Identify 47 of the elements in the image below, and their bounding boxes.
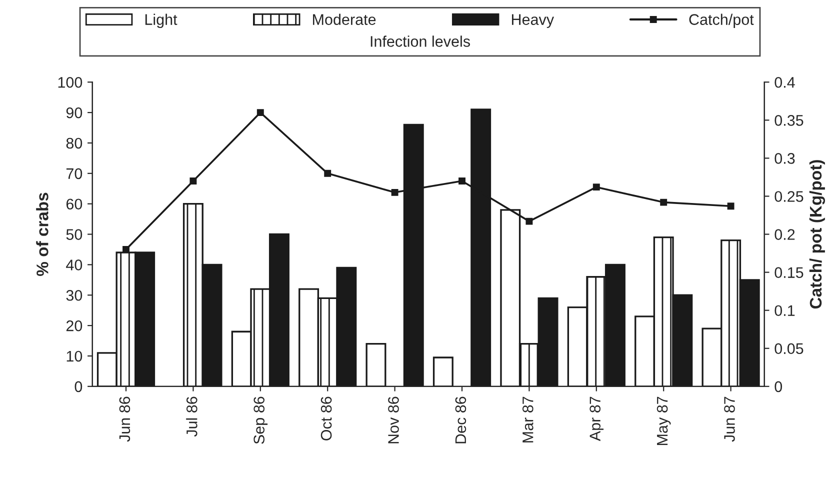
- point: [660, 198, 668, 206]
- point: [122, 246, 130, 253]
- y2-axis-title: Catch/ pot (Kg/pot): [809, 160, 826, 309]
- y2-tick-label: 0.2: [774, 229, 795, 240]
- y2-tick-label: 0.35: [774, 115, 804, 126]
- y2-tick-label: 0.05: [774, 343, 804, 354]
- y2-tick-label: 0.1: [774, 305, 795, 316]
- x-tick-label: Apr 87: [590, 396, 604, 442]
- y2-tick-label: 0.4: [774, 76, 795, 88]
- y-tick-label: 60: [66, 198, 82, 210]
- y-tick-label: 50: [66, 229, 82, 240]
- legend-label: Catch/pot: [689, 14, 754, 28]
- y-tick-label: 90: [66, 107, 82, 118]
- point: [458, 178, 466, 184]
- y-tick-label: 70: [66, 168, 82, 180]
- x-tick-label: May 87: [656, 396, 671, 445]
- point: [190, 178, 197, 184]
- legend-label: Light: [145, 14, 178, 28]
- point: [727, 202, 734, 210]
- y2-tick-label: 0: [774, 381, 782, 392]
- point: [324, 170, 332, 177]
- y-tick-label: 0: [74, 381, 82, 392]
- y-tick-label: 30: [66, 290, 82, 301]
- y-tick-label: 100: [58, 76, 82, 88]
- y2-tick-label: 0.25: [774, 191, 804, 202]
- point: [391, 188, 398, 196]
- y2-tick-label: 0.3: [774, 153, 795, 164]
- y-axis-title: % of crabs: [36, 192, 48, 276]
- x-tick-label: Jun 86: [119, 396, 130, 442]
- legend-title: Infection levels: [370, 36, 470, 47]
- x-tick-label: Oct 86: [320, 396, 332, 440]
- point: [526, 218, 533, 225]
- x-tick-label: Nov 86: [388, 396, 399, 444]
- x-tick-label: Dec 86: [455, 396, 466, 444]
- x-tick-label: Sep 86: [254, 396, 268, 444]
- legend-label: Moderate: [313, 14, 376, 25]
- y2-tick-label: 0.15: [774, 267, 804, 278]
- point: [592, 184, 600, 191]
- x-tick-label: Mar 87: [522, 396, 534, 442]
- x-tick-label: Jul 86: [186, 396, 198, 437]
- x-tick-label: Jun 87: [724, 396, 735, 442]
- legend-label: Heavy: [512, 14, 554, 28]
- y-tick-label: 20: [66, 320, 82, 332]
- point: [256, 109, 264, 116]
- y-tick-label: 40: [66, 260, 82, 270]
- y-tick-label: 80: [66, 138, 82, 149]
- y-tick-label: 10: [66, 350, 82, 362]
